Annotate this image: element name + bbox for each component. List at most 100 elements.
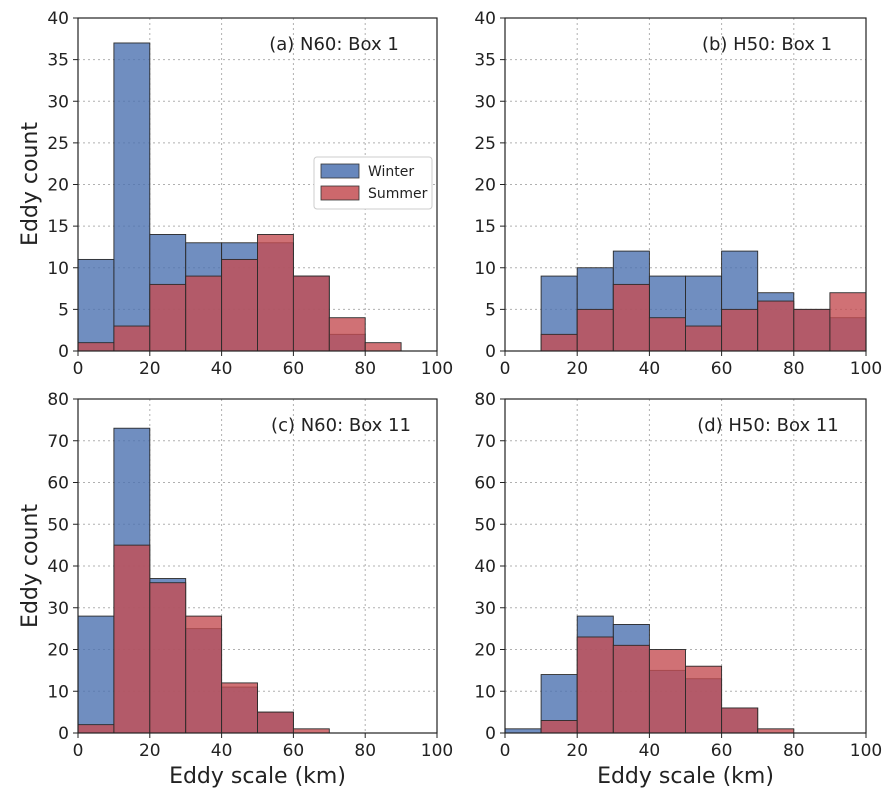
y-tick-label-a: 5 xyxy=(58,300,69,320)
y-tick-label-a: 25 xyxy=(47,134,69,154)
panel-d: 0 20 40 60 80 100 0 10 20 30 40 50 60 70 80 (d) H50: Bo… xyxy=(474,390,882,789)
bar-summer-d xyxy=(721,707,759,734)
y-tick-label-d: 80 xyxy=(474,390,496,410)
y-tick-label-d: 70 xyxy=(474,432,496,452)
y-tick-label-c: 80 xyxy=(47,390,69,410)
bar-summer-b xyxy=(685,325,723,352)
bar-summer-b xyxy=(793,308,831,352)
legend-label-summer: Summer xyxy=(368,186,428,202)
bar-summer-b xyxy=(829,292,867,352)
legend: Winter Summer xyxy=(313,156,433,210)
bar-summer-a xyxy=(113,325,151,352)
y-tick-label-d: 10 xyxy=(474,682,496,702)
y-tick-label-d: 30 xyxy=(474,599,496,619)
y-tick-label-a: 30 xyxy=(47,92,69,112)
panel-title-b: (b) H50: Box 1 xyxy=(702,34,832,55)
y-tick-label-d: 20 xyxy=(474,641,496,661)
bar-summer-b xyxy=(757,300,795,352)
bar-summer-a xyxy=(77,342,115,352)
y-tick-label-b: 5 xyxy=(485,300,496,320)
y-tick-label-d: 60 xyxy=(474,474,496,494)
bar-winter-a xyxy=(113,42,151,352)
x-tick-label-a: 60 xyxy=(283,359,305,379)
y-tick-label-a: 20 xyxy=(47,176,69,196)
x-tick-label-d: 20 xyxy=(566,741,588,761)
panel-title-d: (d) H50: Box 11 xyxy=(697,415,839,436)
y-tick-label-d: 0 xyxy=(485,724,496,744)
bar-summer-c xyxy=(77,724,115,734)
bar-summer-b xyxy=(576,308,614,352)
y-tick-label-b: 0 xyxy=(485,342,496,362)
bar-summer-d xyxy=(757,728,795,734)
x-axis-label-c: Eddy scale (km) xyxy=(169,764,346,789)
bar-winter-a xyxy=(77,258,115,352)
bar-summer-d xyxy=(576,636,614,734)
bar-summer-c xyxy=(221,682,258,734)
bar-summer-c xyxy=(113,544,151,734)
legend-swatch-summer xyxy=(320,185,360,201)
x-tick-label-c: 20 xyxy=(139,741,161,761)
bar-winter-c xyxy=(77,615,115,734)
y-tick-label-d: 40 xyxy=(474,557,496,577)
bar-summer-d xyxy=(540,720,578,734)
y-tick-label-b: 35 xyxy=(474,51,496,71)
x-tick-label-c: 80 xyxy=(354,741,376,761)
y-tick-label-c: 40 xyxy=(47,557,69,577)
y-tick-label-a: 40 xyxy=(47,9,69,29)
bar-summer-d xyxy=(648,649,686,734)
y-axis-label-top: Eddy count xyxy=(18,122,43,246)
bar-summer-a xyxy=(364,342,402,352)
x-axis-label-d: Eddy scale (km) xyxy=(597,764,774,789)
bar-summer-c xyxy=(185,615,223,734)
y-tick-label-c: 30 xyxy=(47,599,69,619)
x-tick-label-d: 100 xyxy=(850,741,882,761)
bar-summer-c xyxy=(292,728,330,734)
x-tick-label-a: 40 xyxy=(211,359,233,379)
legend-label-winter: Winter xyxy=(368,164,414,180)
bar-summer-a xyxy=(185,275,223,352)
x-tick-label-a: 100 xyxy=(421,359,453,379)
x-tick-label-a: 80 xyxy=(354,359,376,379)
bar-summer-a xyxy=(221,258,258,352)
bar-summer-d xyxy=(612,644,650,734)
x-tick-label-d: 40 xyxy=(639,741,661,761)
legend-swatch-winter xyxy=(320,163,360,179)
bar-summer-b xyxy=(721,308,759,352)
x-tick-label-b: 60 xyxy=(711,359,733,379)
y-tick-label-d: 50 xyxy=(474,515,496,535)
x-tick-label-c: 60 xyxy=(283,741,305,761)
bar-summer-a xyxy=(149,283,187,352)
bar-winter-d xyxy=(504,728,542,734)
x-tick-label-d: 80 xyxy=(783,741,805,761)
y-axis-label-bottom: Eddy count xyxy=(18,504,43,628)
bar-summer-c xyxy=(257,711,294,734)
x-tick-label-b: 0 xyxy=(500,359,511,379)
x-tick-label-a: 20 xyxy=(139,359,161,379)
bar-summer-a xyxy=(328,317,366,352)
panel-c: 0 20 40 60 80 100 0 10 20 30 40 50 60 70 80 (c) N60: Bo… xyxy=(47,390,453,789)
panel-b: 0 20 40 60 80 100 0 5 10 15 20 25 30 35 40 (b) H50: Box… xyxy=(474,9,882,379)
bar-summer-b xyxy=(648,317,686,352)
x-tick-label-d: 0 xyxy=(500,741,511,761)
bar-summer-a xyxy=(292,275,330,352)
y-tick-label-b: 20 xyxy=(474,176,496,196)
y-tick-label-a: 0 xyxy=(58,342,69,362)
y-tick-label-c: 60 xyxy=(47,474,69,494)
y-tick-label-b: 15 xyxy=(474,217,496,237)
bar-summer-b xyxy=(612,283,650,352)
y-tick-label-a: 35 xyxy=(47,51,69,71)
bar-summer-b xyxy=(540,333,578,352)
x-tick-label-c: 100 xyxy=(421,741,453,761)
y-tick-label-a: 15 xyxy=(47,217,69,237)
y-tick-label-a: 10 xyxy=(47,259,69,279)
y-tick-label-b: 10 xyxy=(474,259,496,279)
x-tick-label-b: 40 xyxy=(639,359,661,379)
x-tick-label-c: 40 xyxy=(211,741,233,761)
x-tick-label-a: 0 xyxy=(73,359,84,379)
x-tick-label-b: 20 xyxy=(566,359,588,379)
panel-title-a: (a) N60: Box 1 xyxy=(269,34,399,55)
y-tick-label-c: 70 xyxy=(47,432,69,452)
y-tick-label-c: 0 xyxy=(58,724,69,744)
